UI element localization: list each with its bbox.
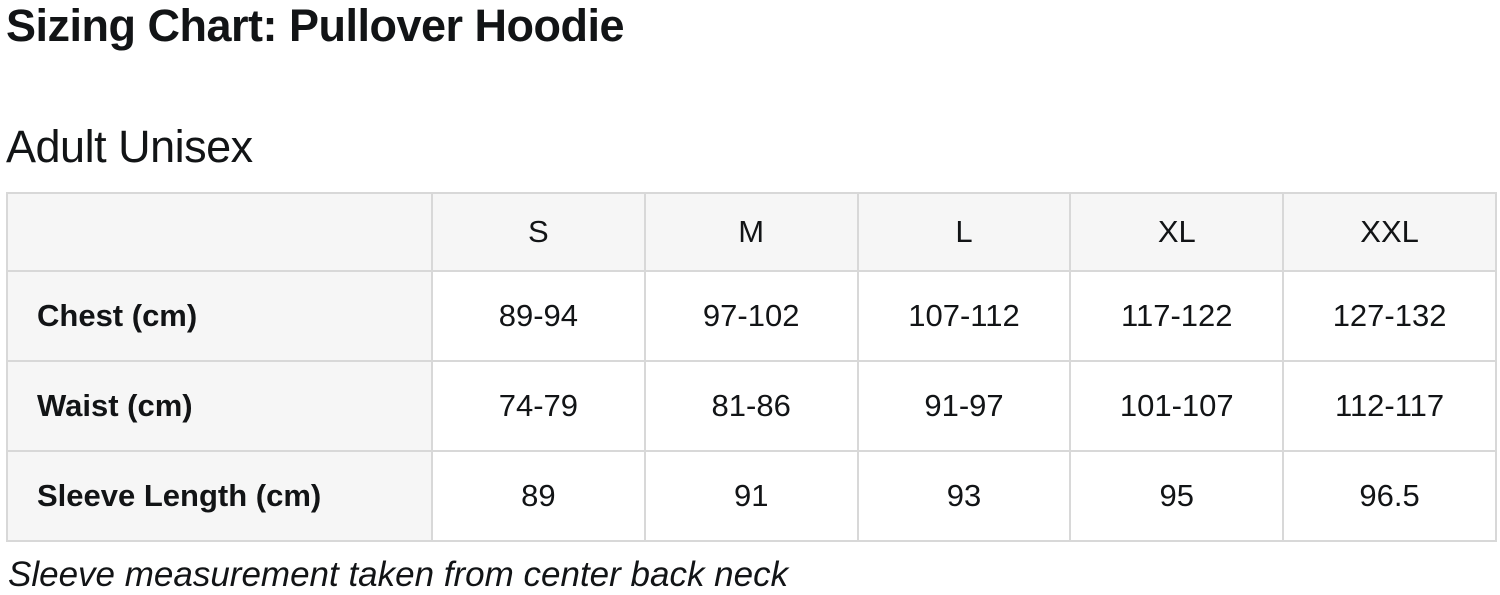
- row-label-waist: Waist (cm): [6, 360, 433, 452]
- sleeve-value-s: 89: [431, 450, 646, 542]
- header-cell-size-xxl: XXL: [1282, 192, 1497, 272]
- chest-value-s: 89-94: [431, 270, 646, 362]
- sleeve-value-xl: 95: [1069, 450, 1285, 542]
- table-row-waist: Waist (cm) 74-79 81-86 91-97 101-107 112…: [6, 360, 1497, 452]
- chest-value-xxl: 127-132: [1282, 270, 1497, 362]
- waist-value-xl: 101-107: [1069, 360, 1285, 452]
- header-cell-size-m: M: [643, 192, 859, 272]
- table-header-row: S M L XL XXL: [6, 192, 1497, 272]
- waist-value-s: 74-79: [431, 360, 646, 452]
- sleeve-value-m: 91: [643, 450, 859, 542]
- page-title: Sizing Chart: Pullover Hoodie: [6, 0, 625, 51]
- sizing-table: S M L XL XXL Chest (cm) 89-94 97-102 107…: [6, 192, 1497, 542]
- header-cell-size-xl: XL: [1069, 192, 1285, 272]
- waist-value-m: 81-86: [643, 360, 859, 452]
- waist-value-xxl: 112-117: [1282, 360, 1497, 452]
- sleeve-value-xxl: 96.5: [1282, 450, 1497, 542]
- chest-value-m: 97-102: [643, 270, 859, 362]
- table-row-sleeve-length: Sleeve Length (cm) 89 91 93 95 96.5: [6, 450, 1497, 542]
- section-heading-adult-unisex: Adult Unisex: [6, 120, 253, 172]
- chest-value-l: 107-112: [856, 270, 1072, 362]
- chest-value-xl: 117-122: [1069, 270, 1285, 362]
- header-cell-empty: [6, 192, 433, 272]
- waist-value-l: 91-97: [856, 360, 1072, 452]
- sleeve-value-l: 93: [856, 450, 1072, 542]
- table-row-chest: Chest (cm) 89-94 97-102 107-112 117-122 …: [6, 270, 1497, 362]
- row-label-chest: Chest (cm): [6, 270, 433, 362]
- header-cell-size-l: L: [856, 192, 1072, 272]
- row-label-sleeve-length: Sleeve Length (cm): [6, 450, 433, 542]
- header-cell-size-s: S: [431, 192, 646, 272]
- sleeve-measurement-footnote: Sleeve measurement taken from center bac…: [8, 555, 789, 594]
